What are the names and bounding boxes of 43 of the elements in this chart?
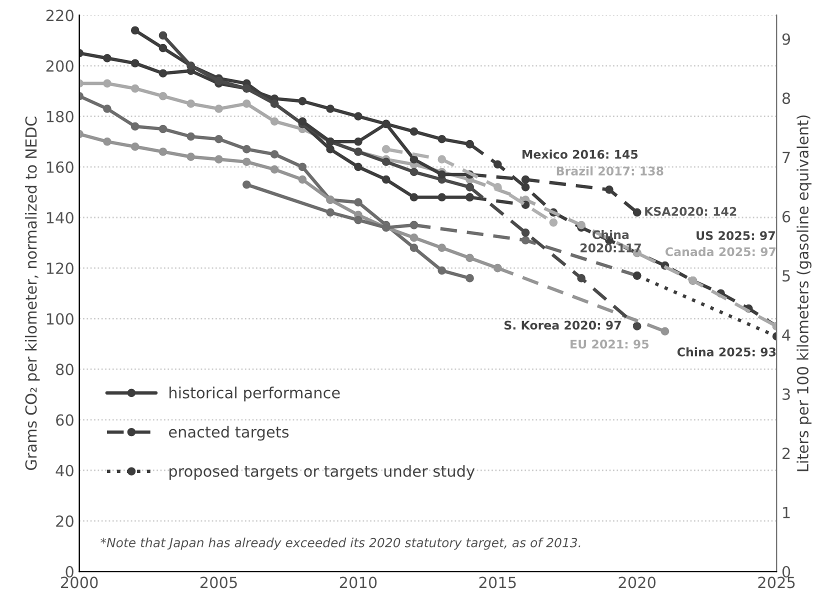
x-tick-label: 2020 — [618, 576, 656, 588]
y-tick-label: 60 — [56, 414, 74, 426]
y2-tick-label: 8 — [782, 92, 790, 104]
y-tick-label: 80 — [56, 364, 74, 376]
y-tick-label: 120 — [46, 262, 74, 274]
y2-tick-label: 6 — [782, 210, 790, 222]
annotation: Mexico 2016: 145 — [522, 150, 638, 159]
y2-tick-label: 4 — [782, 329, 790, 341]
x-tick-label: 2015 — [479, 576, 516, 588]
y2-tick-label: 0 — [782, 566, 790, 578]
y2-tick-label: 2 — [782, 448, 790, 459]
y2-tick-label: 9 — [782, 33, 790, 45]
y2-tick-label: 3 — [782, 388, 790, 400]
y2-tick-label: 1 — [783, 507, 790, 518]
y-tick-label: 140 — [46, 212, 74, 224]
legend-label: proposed targets or targets under study — [170, 465, 475, 480]
annotation: Brazil 2017: 138 — [556, 166, 664, 176]
y2-axis-title: Liters per 100 kilometers (gasoline equivalent) — [796, 115, 812, 472]
annotation: *Note that Japan has already exceeded its 2020 statutory target, as of 2013. — [100, 538, 580, 550]
y-tick-label: 180 — [46, 110, 74, 122]
annotation: EU 2021: 95 — [570, 340, 649, 349]
annotation: China 2020:117 — [580, 230, 641, 252]
y-axis-title: Grams CO₂ per kilometer, normalized to NEDC — [24, 116, 40, 470]
annotation: KSA2020: 142 — [645, 206, 736, 216]
y-tick-label: 220 — [46, 10, 74, 22]
x-tick-label: 2025 — [758, 576, 795, 588]
annotation: Canada 2025: 97 — [665, 247, 776, 256]
y2-tick-label: 5 — [782, 270, 790, 282]
y-tick-label: 200 — [46, 60, 74, 72]
y-tick-label: 0 — [66, 566, 74, 578]
annotation: US 2025: 97 — [696, 231, 775, 240]
y-tick-label: 100 — [46, 313, 74, 325]
x-tick-label: 2010 — [340, 576, 377, 588]
y-tick-label: 40 — [56, 464, 74, 476]
x-tick-label: 2005 — [200, 576, 237, 588]
y-tick-label: 160 — [46, 161, 74, 173]
x-tick-label: 2000 — [61, 576, 98, 588]
annotation: China 2025: 93 — [677, 347, 776, 356]
annotation: S. Korea 2020: 97 — [504, 320, 621, 330]
y-tick-label: 20 — [56, 515, 74, 527]
legend-label: historical performance — [170, 386, 340, 402]
y2-tick-label: 7 — [782, 152, 790, 164]
legend-label: enacted targets — [168, 426, 289, 441]
